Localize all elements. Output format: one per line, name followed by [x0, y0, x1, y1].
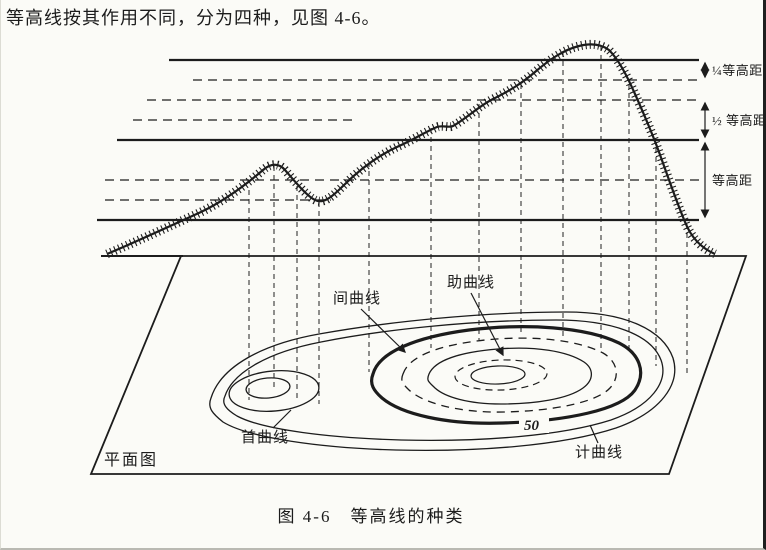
full-interval-label: 等高距 — [712, 173, 753, 188]
mountain-profile — [105, 39, 717, 259]
leader-lines — [272, 292, 599, 444]
index-contour-leader — [589, 424, 599, 444]
quarter-interval-label: ¼等高距 — [712, 63, 763, 78]
half-interval-label: ½ 等高距 — [712, 113, 766, 128]
first-contour-left-hill — [228, 370, 320, 412]
auxiliary-contour-label: 助曲线 — [447, 274, 495, 291]
projection-lines — [248, 46, 688, 404]
plan-view-label: 平面图 — [104, 452, 158, 469]
index-contour — [370, 325, 643, 425]
first-contour-main-hill — [427, 347, 593, 405]
elevation-value-backing — [519, 416, 549, 433]
intermediate-contour — [401, 337, 617, 413]
contour-plane-lines — [97, 58, 699, 222]
plan-sheet-outline — [89, 255, 748, 475]
figure-caption: 图 4-6 等高线的种类 — [277, 507, 465, 526]
auxiliary-contour — [454, 359, 548, 391]
first-contour-label: 首曲线 — [241, 429, 289, 446]
innermost-contour — [470, 365, 526, 385]
outer-contour — [223, 319, 664, 442]
intro-text: 等高线按其作用不同，分为四种，见图 4-6。 — [6, 8, 381, 28]
auxiliary-leader-arrow — [470, 292, 504, 357]
mountain-hachures — [105, 39, 717, 259]
first-contour-leader — [272, 409, 292, 429]
intermediate-contour-label: 间曲线 — [333, 290, 381, 307]
index-contour-label: 计曲线 — [575, 444, 623, 461]
outer-contour — [209, 311, 676, 452]
mountain-ridge-line — [106, 43, 716, 256]
first-contour-left-hill-inner — [245, 377, 291, 399]
plan-sheet — [89, 255, 748, 475]
elevation-value: 50 — [524, 418, 540, 434]
intermediate-leader-arrow — [360, 308, 406, 353]
